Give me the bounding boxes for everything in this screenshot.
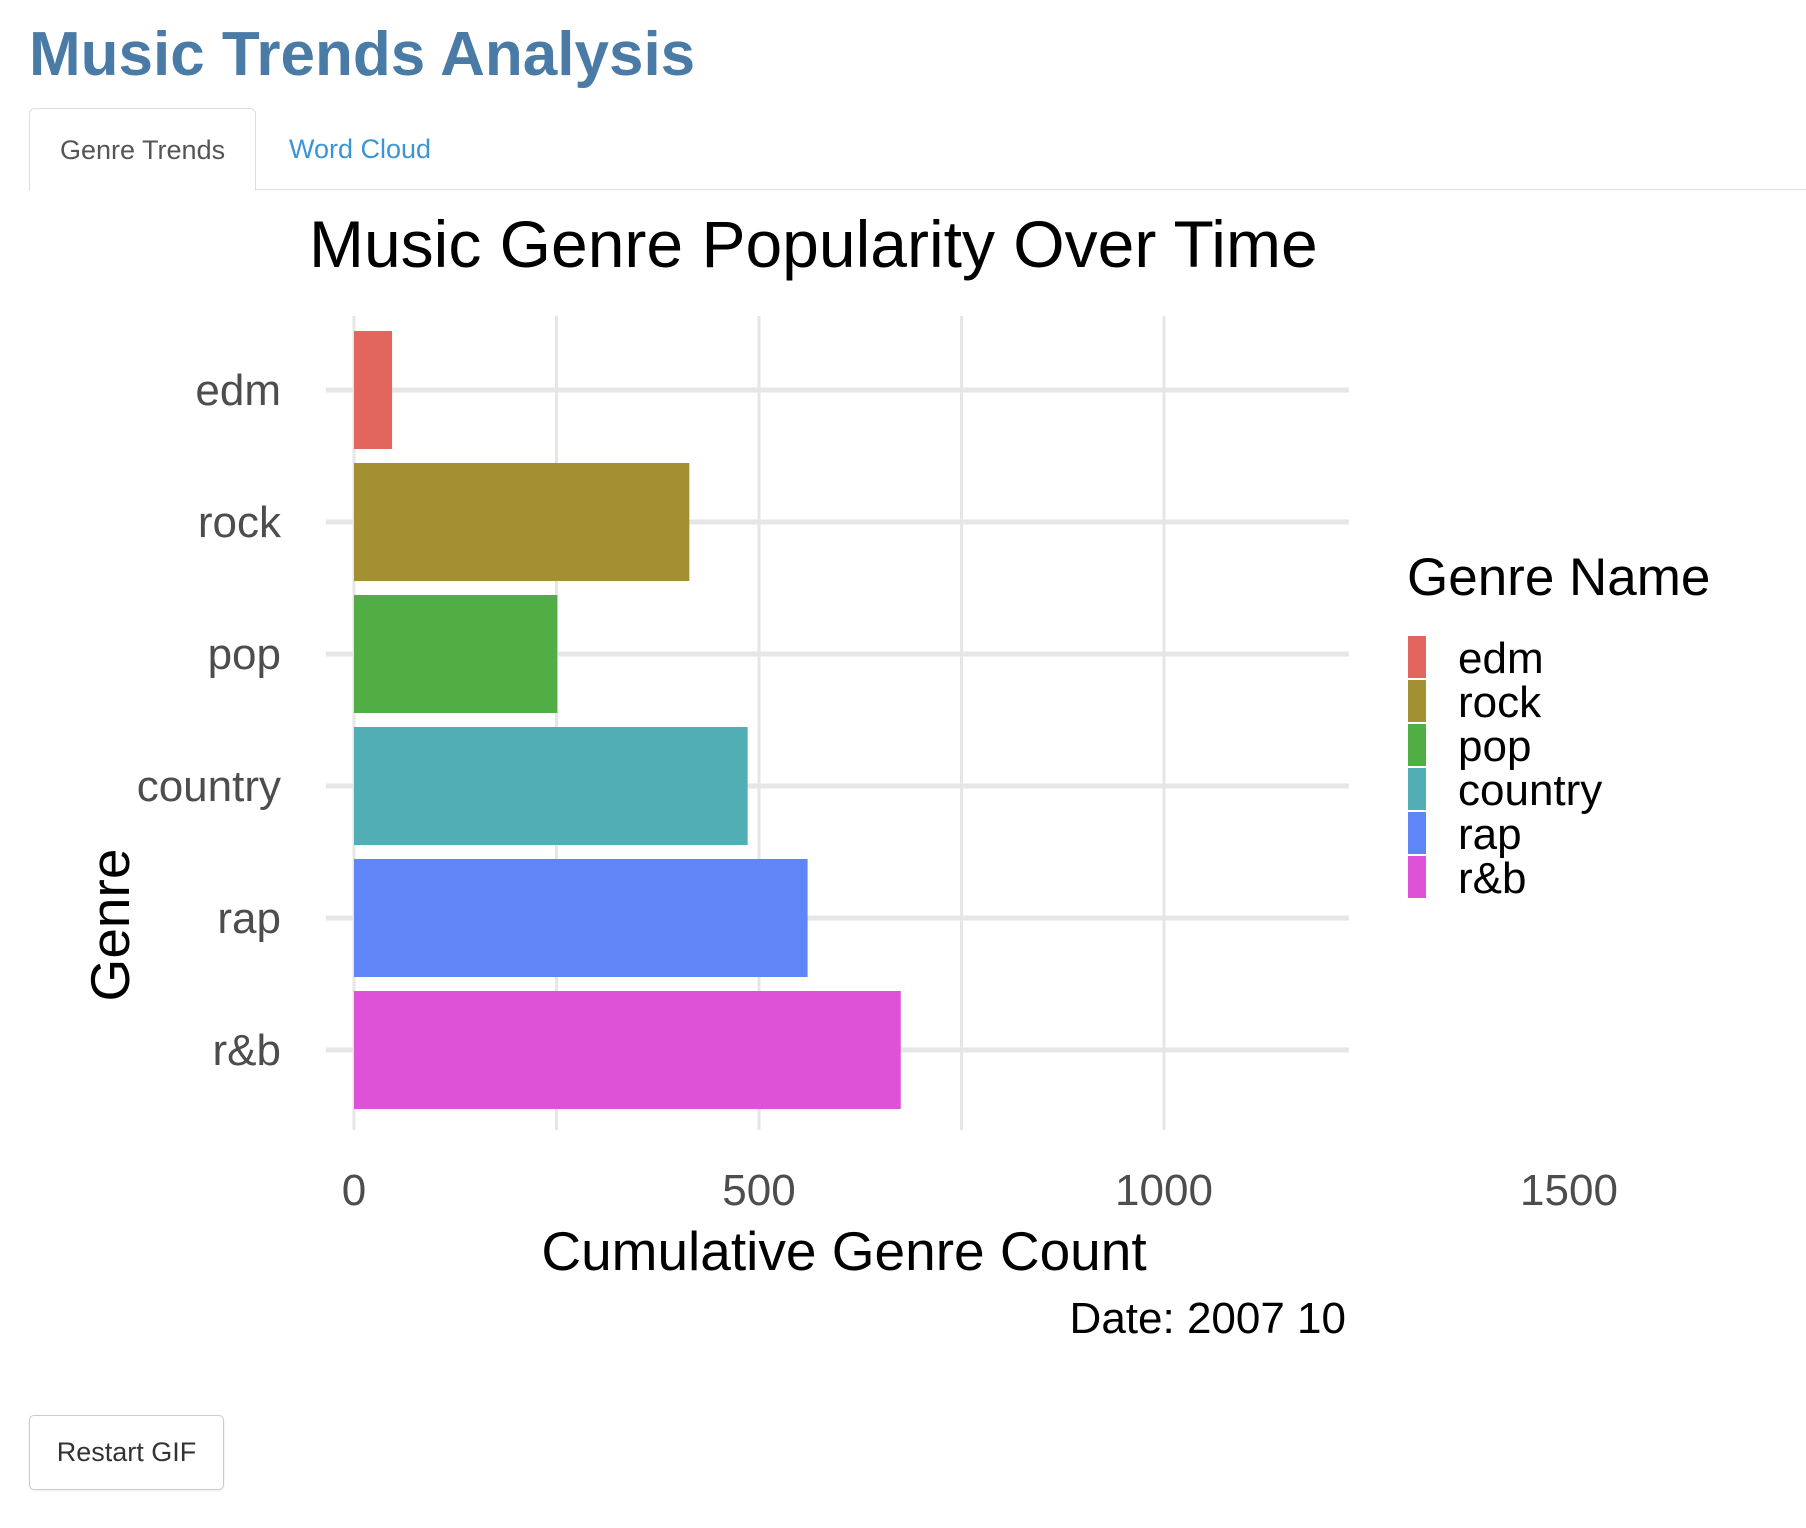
y-tick-label: country [137, 762, 281, 811]
bar-pop [354, 595, 558, 713]
bar-rb [354, 991, 901, 1109]
legend-label: rap [1458, 810, 1522, 859]
legend-key [1408, 680, 1426, 722]
restart-gif-button[interactable]: Restart GIF [29, 1415, 224, 1490]
legend-label: country [1458, 766, 1602, 815]
tab-genre-trends[interactable]: Genre Trends [29, 108, 257, 191]
bars [354, 331, 901, 1109]
x-tick-labels: 0 500 1000 1500 [342, 1166, 1618, 1215]
x-tick-label: 1500 [1520, 1166, 1618, 1215]
tab-word-cloud[interactable]: Word Cloud [289, 134, 432, 164]
legend-key [1408, 636, 1426, 678]
y-tick-label: rap [217, 894, 281, 943]
x-tick-label: 1000 [1115, 1166, 1213, 1215]
x-axis-label: Cumulative Genre Count [541, 1220, 1146, 1282]
genre-chart-svg: Music Genre Popularity Over Time edmrock… [79, 207, 1710, 1343]
y-tick-label: pop [208, 630, 281, 679]
y-tick-label: edm [195, 366, 281, 415]
legend-label: edm [1458, 634, 1544, 683]
genre-chart: Music Genre Popularity Over Time edm rock… [29, 200, 1806, 1360]
y-tick-label: rock [198, 498, 282, 547]
tab-bar: Genre Trends Word Cloud [29, 108, 1806, 191]
bar-country [354, 727, 748, 845]
chart-caption: Date: 2007 10 [1070, 1294, 1346, 1343]
legend-label: rock [1458, 678, 1542, 727]
y-tick-labels: edm rock pop country rap r&b [137, 366, 282, 1075]
legend-key [1408, 768, 1426, 810]
legend-key [1408, 724, 1426, 766]
legend-title: Genre Name [1407, 548, 1710, 607]
y-tick-label: r&b [213, 1026, 281, 1075]
legend-label: pop [1458, 722, 1531, 771]
bar-rap [354, 859, 808, 977]
y-axis-label: Genre [79, 849, 141, 1002]
bar-rock [354, 463, 690, 581]
legend-label: r&b [1458, 854, 1526, 903]
x-tick-label: 500 [722, 1166, 795, 1215]
bar-edm [354, 331, 393, 449]
chart-title: Music Genre Popularity Over Time [309, 207, 1318, 281]
app-title: Music Trends Analysis [29, 20, 696, 89]
legend-key [1408, 812, 1426, 854]
tab-bar-divider [29, 189, 1806, 190]
x-tick-label: 0 [342, 1166, 366, 1215]
legend-key [1408, 856, 1426, 898]
